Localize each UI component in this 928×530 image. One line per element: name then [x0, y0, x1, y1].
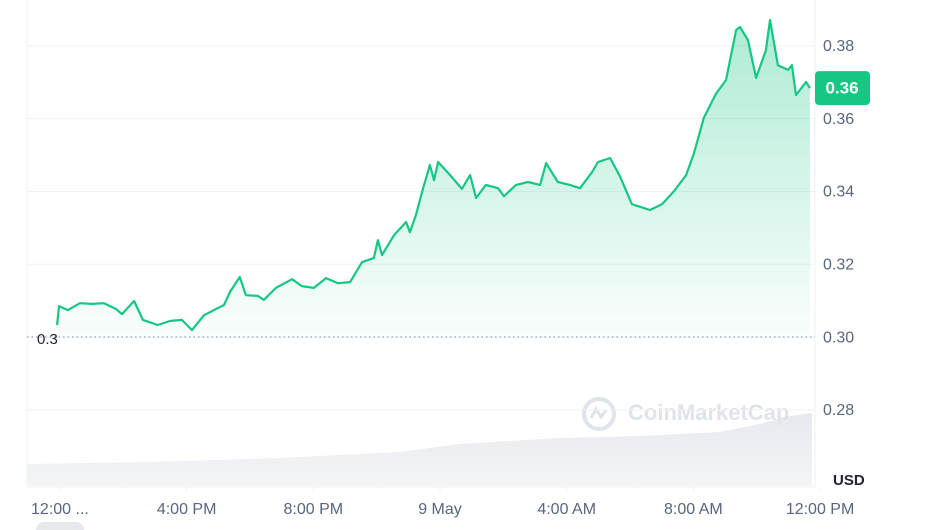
y-tick-label: 0.28	[823, 402, 854, 419]
price-badge-label: 0.36	[825, 79, 858, 98]
y-tick-label: 0.38	[823, 38, 854, 55]
x-tick-label: 12:00 PM	[786, 501, 854, 518]
y-tick-label: 0.30	[823, 329, 854, 346]
reference-label: 0.3	[37, 331, 58, 348]
volume-area	[27, 413, 812, 487]
y-tick-label: 0.34	[823, 184, 854, 201]
watermark: CoinMarketCap	[628, 400, 789, 425]
y-tick-label: 0.36	[823, 111, 854, 128]
price-line	[56, 18, 811, 332]
x-tick-label: 4:00 PM	[157, 501, 217, 518]
x-tick-label: 8:00 AM	[664, 501, 723, 518]
watermark-logo	[582, 397, 616, 431]
x-tick-label: 8:00 PM	[284, 501, 344, 518]
price-badge	[815, 71, 870, 106]
x-tick-label: 12:00 ...	[31, 501, 89, 518]
scroll-pill	[36, 522, 84, 530]
y-tick-label: 0.32	[823, 256, 854, 273]
y-unit: USD	[833, 472, 865, 489]
x-tick-label: 9 May	[418, 501, 462, 518]
x-tick-label: 4:00 AM	[537, 501, 596, 518]
